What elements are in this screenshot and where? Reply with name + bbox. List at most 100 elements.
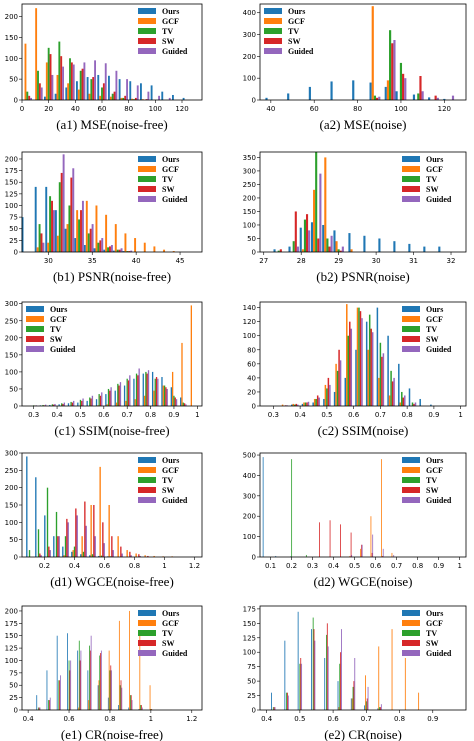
legend-swatch-tv bbox=[138, 630, 156, 636]
bar-c2-tv-10 bbox=[379, 342, 382, 406]
legend-label-tv: TV bbox=[426, 175, 437, 184]
bar-b1-tv-1 bbox=[38, 224, 41, 252]
bar-e2-gcf-6 bbox=[351, 698, 353, 710]
bar-c2-tv-9 bbox=[368, 314, 371, 406]
bar-c1-ours-6 bbox=[86, 400, 88, 406]
legend-swatch-gcf bbox=[402, 166, 420, 172]
bar-a1-sw-5 bbox=[81, 68, 84, 100]
bar-a1-ours-6 bbox=[86, 77, 89, 100]
y-tick-label: 250 bbox=[243, 181, 256, 189]
bar-e2-gcf-7 bbox=[365, 675, 366, 710]
bar-d2-sw-10 bbox=[382, 555, 384, 557]
bar-e2-guided-2 bbox=[301, 663, 303, 710]
bar-b1-ours-4 bbox=[64, 228, 67, 252]
bar-c2-sw-13 bbox=[413, 403, 415, 406]
y-tick-label: 50 bbox=[247, 678, 256, 686]
y-tick-label: 50 bbox=[9, 536, 18, 544]
bar-a1-sw-11 bbox=[145, 99, 148, 100]
bar-d1-ours-6 bbox=[80, 554, 82, 557]
bar-a1-sw-0 bbox=[28, 95, 31, 100]
bar-c2-ours-8 bbox=[355, 349, 357, 406]
bar-c2-tv-6 bbox=[336, 370, 339, 406]
bar-e2-gcf-11 bbox=[418, 692, 420, 710]
bar-a2-gcf-5 bbox=[371, 6, 374, 100]
bar-a1-tv-0 bbox=[26, 91, 29, 100]
y-tick-label: 100 bbox=[5, 55, 18, 63]
legend-swatch-guided bbox=[402, 497, 420, 503]
bar-a1-sw-6 bbox=[92, 77, 95, 100]
bar-a1-sw-4 bbox=[70, 62, 73, 100]
y-tick-label: 150 bbox=[243, 620, 256, 628]
y-tick-label: 100 bbox=[5, 519, 18, 527]
bar-c1-ours-14 bbox=[161, 377, 163, 406]
bar-b2-guided-2 bbox=[308, 230, 311, 252]
x-tick-label: 0.4 bbox=[51, 411, 63, 419]
bar-b2-guided-4 bbox=[330, 235, 333, 252]
bar-b1-tv-3 bbox=[58, 182, 61, 252]
chart-panel-b1: 30 35 40 45 0 25 50 75 100 125 150 175 200 OursGCFTVS… bbox=[5, 151, 203, 284]
bar-d2-guided-10 bbox=[382, 548, 384, 557]
legend-swatch-gcf bbox=[138, 467, 156, 473]
legend-swatch-sw bbox=[26, 336, 44, 342]
bar-e1-guided-2 bbox=[60, 675, 61, 710]
bar-a2-sw-9 bbox=[434, 95, 437, 100]
legend-label-tv: TV bbox=[162, 175, 173, 184]
bar-e1-sw-4 bbox=[79, 660, 81, 710]
bar-c1-tv-8 bbox=[107, 388, 110, 406]
chart-panel-a1: 0 20 40 60 80 100 120 0 50 100 150 200 OursGCFTVSWGu… bbox=[5, 3, 203, 132]
panel-caption-e1: (e1) CR(noise-free) bbox=[61, 727, 163, 741]
bar-a2-sw-8 bbox=[419, 76, 422, 100]
bar-a1-gcf-1 bbox=[35, 8, 38, 101]
bar-b2-sw-5 bbox=[339, 250, 342, 252]
x-tick-label: 0.3 bbox=[307, 562, 318, 570]
x-tick-label: 80 bbox=[124, 105, 133, 113]
x-tick-label: 1 bbox=[162, 562, 166, 570]
bar-e1-ours-3 bbox=[67, 633, 68, 710]
bar-d2-guided-8 bbox=[361, 544, 363, 557]
legend-swatch-ours bbox=[402, 306, 420, 312]
bar-c1-gcf-17 bbox=[190, 305, 192, 406]
bar-d1-sw-5 bbox=[75, 508, 77, 557]
legend-label-sw: SW bbox=[50, 335, 62, 344]
legend-swatch-sw bbox=[402, 186, 420, 192]
bar-a2-ours-8 bbox=[412, 94, 416, 100]
bar-a1-ours-2 bbox=[44, 96, 46, 100]
bar-d1-guided-11 bbox=[130, 555, 132, 557]
y-tick-label: 100 bbox=[5, 657, 18, 665]
bar-d1-guided-9 bbox=[112, 550, 114, 557]
bar-e1-tv-1 bbox=[48, 700, 49, 710]
legend-label-guided: Guided bbox=[162, 195, 188, 204]
bar-d1-ours-7 bbox=[89, 555, 91, 557]
x-tick-label: 0.6 bbox=[98, 411, 110, 419]
legend-label-guided: Guided bbox=[426, 195, 452, 204]
legend-swatch-ours bbox=[402, 457, 420, 463]
bar-b1-guided-10 bbox=[130, 250, 133, 252]
bar-e2-ours-3 bbox=[311, 629, 312, 710]
panel-caption-e2: (e2) CR(noise) bbox=[324, 727, 402, 741]
bar-d1-ours-3 bbox=[53, 536, 55, 557]
bar-d1-guided-3 bbox=[58, 536, 60, 557]
bar-a2-sw-7 bbox=[402, 73, 405, 100]
panel-caption-c1: (c1) SSIM(noise-free) bbox=[54, 423, 169, 438]
legend-swatch-ours bbox=[402, 156, 420, 162]
bar-e1-sw-9 bbox=[130, 695, 132, 710]
legend-label-gcf: GCF bbox=[288, 17, 305, 26]
bar-b1-guided-1 bbox=[42, 242, 45, 252]
bar-e2-tv-5 bbox=[339, 663, 341, 710]
bar-b2-ours-2 bbox=[299, 227, 302, 252]
legend-label-gcf: GCF bbox=[162, 165, 179, 174]
x-tick-label: 0.9 bbox=[428, 411, 439, 419]
bar-c2-guided-13 bbox=[414, 402, 417, 406]
legend-swatch-ours bbox=[138, 457, 156, 463]
bar-b1-guided-8 bbox=[110, 245, 113, 252]
bar-a1-ours-3 bbox=[54, 93, 57, 100]
legend-swatch-tv bbox=[402, 630, 420, 636]
legend-swatch-sw bbox=[402, 487, 420, 493]
bar-a2-guided-7 bbox=[404, 78, 407, 100]
bar-a1-sw-9 bbox=[124, 95, 127, 100]
y-tick-label: 200 bbox=[5, 334, 18, 342]
bar-c2-gcf-4 bbox=[313, 398, 316, 406]
plot-frame bbox=[21, 301, 203, 407]
bar-b1-ours-1 bbox=[34, 186, 37, 252]
bar-d2-tv-3 bbox=[305, 554, 307, 557]
